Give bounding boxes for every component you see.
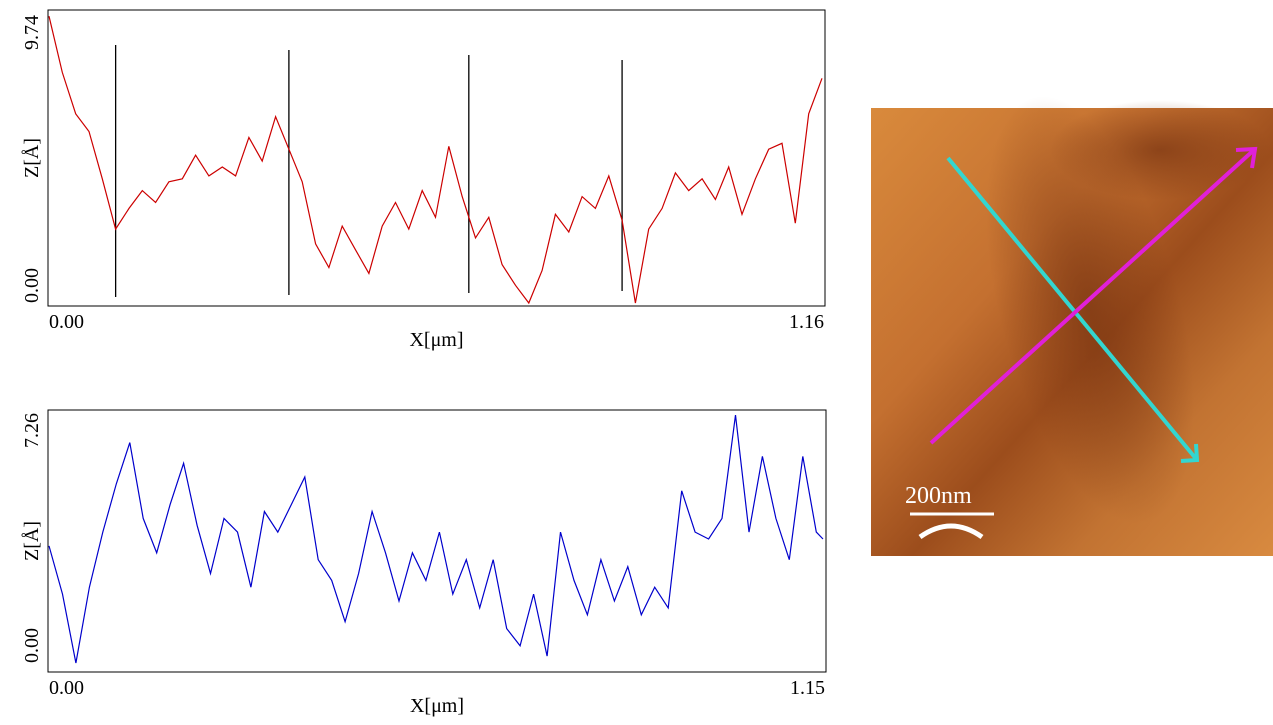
y-axis-label: Z[Å]: [21, 521, 43, 561]
afm-valley: [1050, 100, 1270, 200]
arrow-head: [1235, 146, 1258, 169]
y-tick-label: 0.00: [21, 628, 43, 663]
x-axis-label: X[μm]: [409, 329, 463, 351]
x-tick-label: 1.16: [789, 311, 824, 333]
plot-frame: [47, 409, 827, 673]
x-tick-label: 1.15: [790, 677, 825, 699]
profile-arrow: [929, 147, 1257, 445]
y-tick-label: 7.26: [21, 413, 43, 448]
scale-label: 200nm: [905, 483, 972, 509]
y-tick-label: 9.74: [21, 15, 43, 50]
afm-image: 200nm: [871, 96, 1273, 556]
plot-frame: [47, 9, 826, 307]
profile-line: [48, 16, 823, 305]
x-tick-label: 0.00: [49, 311, 84, 333]
x-axis-label: X[μm]: [410, 695, 464, 717]
y-tick-label: 0.00: [21, 268, 43, 303]
afm-valley: [986, 96, 1194, 524]
profile-arrow: [946, 156, 1199, 462]
y-axis-label: Z[Å]: [21, 138, 43, 178]
profile-line: [48, 415, 824, 664]
arrow-head: [1180, 443, 1200, 463]
scale-mark: [918, 523, 984, 540]
x-tick-label: 0.00: [49, 677, 84, 699]
